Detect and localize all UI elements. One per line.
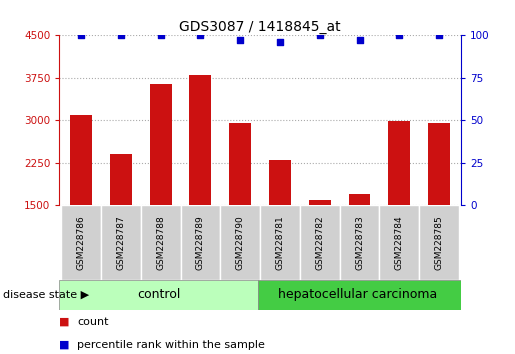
Point [77,33,85,38]
Bar [260,205,300,280]
Bar [309,200,331,205]
Bar [428,123,450,205]
Point [157,33,165,38]
Text: GSM228790: GSM228790 [236,215,245,270]
Point [435,33,443,38]
Bar [220,205,260,280]
Text: GSM228784: GSM228784 [395,215,404,270]
Point [276,39,284,45]
Bar [380,205,419,280]
Text: percentile rank within the sample: percentile rank within the sample [77,340,265,350]
Point [117,33,125,38]
Bar [110,154,132,205]
Point [316,33,324,38]
Text: GSM228786: GSM228786 [77,215,85,270]
Text: GSM228782: GSM228782 [315,215,324,270]
Bar [61,205,101,280]
Point [395,33,403,38]
Bar [141,205,181,280]
Text: ■: ■ [59,340,70,350]
Bar [258,280,461,310]
Point [196,33,204,38]
Bar [70,115,92,205]
Text: control: control [137,288,180,301]
Text: GSM228783: GSM228783 [355,215,364,270]
Bar [229,123,251,205]
Bar [339,205,380,280]
Text: GSM228781: GSM228781 [276,215,284,270]
Bar [300,205,339,280]
Bar [190,75,211,205]
Bar [419,205,459,280]
Text: GSM228785: GSM228785 [435,215,443,270]
Text: GSM228789: GSM228789 [196,215,205,270]
Title: GDS3087 / 1418845_at: GDS3087 / 1418845_at [179,21,341,34]
Bar [59,280,258,310]
Text: GSM228787: GSM228787 [116,215,125,270]
Text: count: count [77,317,109,327]
Bar [150,84,171,205]
Bar [269,160,291,205]
Bar [181,205,220,280]
Bar [101,205,141,280]
Text: ■: ■ [59,317,70,327]
Bar [388,121,410,205]
Text: GSM228788: GSM228788 [156,215,165,270]
Bar [349,194,370,205]
Text: disease state ▶: disease state ▶ [3,290,89,300]
Text: hepatocellular carcinoma: hepatocellular carcinoma [278,288,437,301]
Point [236,38,244,43]
Point [355,38,364,43]
